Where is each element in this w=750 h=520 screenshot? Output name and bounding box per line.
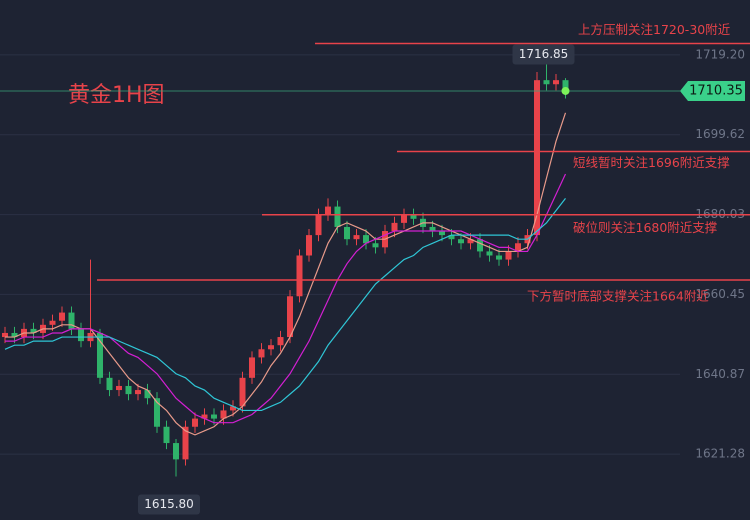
candle-body [201, 414, 208, 419]
candle-body [534, 80, 540, 236]
candle-body [429, 226, 436, 232]
candle-body [372, 243, 379, 248]
candle-body [334, 206, 341, 227]
candle-body [59, 312, 65, 321]
candle-body [505, 251, 512, 260]
candle-body [192, 418, 198, 427]
candle-body [306, 235, 312, 256]
candle-body [562, 80, 569, 91]
candle-body [258, 349, 265, 358]
level-label: 下方暂时底部支撑关注1664附近 [527, 288, 709, 303]
candle-body [287, 296, 293, 338]
candle-body [163, 426, 170, 444]
moving-average-line [5, 173, 567, 424]
candle-body [211, 414, 217, 419]
candle-body [249, 357, 255, 378]
candle-body [268, 345, 274, 350]
low-label: 1615.80 [144, 497, 194, 511]
candle-body [353, 235, 360, 240]
moving-average-line [4, 198, 566, 412]
candle-body [467, 239, 474, 244]
y-tick-label: 1621.28 [695, 447, 745, 461]
y-tick-label: 1699.62 [695, 127, 745, 141]
candle-body [239, 377, 246, 407]
candle-body [68, 312, 75, 329]
y-tick-label: 1660.45 [695, 287, 745, 301]
low-label-box [138, 494, 200, 515]
candle-body [11, 332, 18, 338]
candle-body [515, 243, 521, 252]
candle-body [106, 377, 113, 391]
candle-body [97, 332, 103, 378]
candle-body [220, 410, 227, 419]
candle-body [496, 255, 502, 260]
candle-body [401, 214, 407, 223]
last-price-label: 1710.35 [689, 83, 743, 98]
candle-body [410, 214, 417, 219]
chart-title: 黄金1H图 [68, 83, 165, 108]
candle-body [49, 320, 56, 325]
last-price-dot [561, 86, 570, 95]
candle-body [363, 235, 369, 244]
candle-body [182, 426, 189, 460]
candle-body [230, 406, 236, 411]
high-label-box [512, 44, 575, 65]
candle-body [477, 239, 483, 252]
last-price-tag [680, 80, 745, 101]
candle-body [439, 231, 445, 236]
candle-body [391, 222, 398, 232]
level-label: 上方压制关注1720-30附近 [578, 22, 731, 37]
candle-body [173, 443, 179, 460]
moving-average-line [5, 112, 567, 436]
candle-body [2, 332, 8, 338]
candle-body [296, 255, 303, 297]
candle-body [116, 385, 122, 391]
candle-body [315, 214, 322, 236]
high-label: 1716.85 [519, 47, 569, 61]
y-tick-label: 1640.87 [695, 367, 745, 381]
y-tick-label: 1719.20 [695, 47, 745, 61]
candle-body [325, 206, 331, 215]
candle-body [144, 390, 151, 399]
candle-body [458, 239, 464, 244]
candle-body [135, 390, 141, 395]
candle-body [486, 251, 493, 256]
candle-body [277, 337, 284, 346]
candle-body [125, 385, 132, 395]
candle-body [154, 398, 160, 427]
level-label: 破位则关注1680附近支撑 [573, 220, 718, 235]
candle-body [543, 80, 550, 85]
candle-body [30, 328, 37, 333]
candle-body [448, 235, 455, 240]
candle-body [344, 226, 350, 240]
candle-body [553, 80, 559, 85]
candle-body [78, 328, 84, 342]
level-label: 短线暂时关注1696附近支撑 [573, 155, 730, 170]
